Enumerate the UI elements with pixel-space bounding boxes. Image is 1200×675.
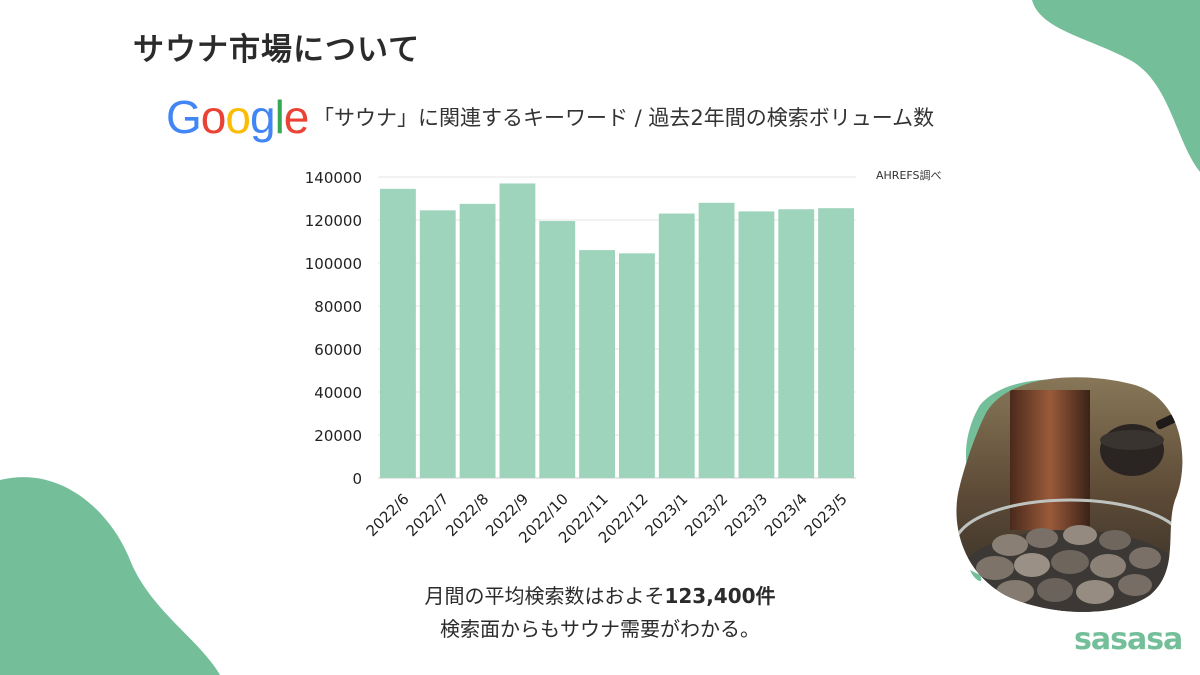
bar-2022-9	[499, 183, 536, 478]
x-tick-label: 2022/7	[402, 490, 452, 540]
summary-line-2: 検索面からもサウナ需要がわかる。	[440, 617, 760, 641]
x-tick-label: 2023/4	[761, 490, 811, 540]
summary-average-label: 月間の平均検索数はおよそ	[424, 584, 665, 608]
decorative-blob-bottom-left	[0, 477, 220, 675]
google-logo-letter: l	[274, 91, 285, 143]
bar-2023-5	[818, 208, 855, 479]
y-tick-label: 100000	[305, 255, 362, 273]
decorative-blob-top-right	[1032, 0, 1200, 172]
bar-2023-3	[738, 211, 775, 478]
x-tick-label: 2022/6	[363, 490, 413, 540]
y-tick-label: 60000	[314, 341, 362, 359]
page-title: サウナ市場について	[133, 32, 421, 68]
bar-2022-7	[419, 210, 456, 478]
y-tick-label: 40000	[314, 384, 362, 402]
bar-2023-4	[778, 209, 815, 478]
bar-2022-12	[618, 253, 655, 478]
y-tick-label: 120000	[305, 212, 362, 230]
y-tick-label: 0	[352, 470, 362, 488]
source-note: AHREFS調べ	[876, 169, 942, 182]
summary-line-1: 月間の平均検索数はおよそ123,400件	[300, 580, 900, 613]
x-tick-label: 2023/3	[721, 490, 771, 540]
sasasa-brand-logo: sasasa	[1074, 622, 1183, 657]
google-logo-letter: G	[166, 91, 202, 143]
x-tick-label: 2023/2	[681, 490, 731, 540]
google-logo-letter: e	[283, 91, 310, 143]
summary-text: 月間の平均検索数はおよそ123,400件 検索面からもサウナ需要がわかる。	[300, 580, 900, 646]
x-tick-label: 2022/8	[442, 490, 492, 540]
search-volume-bar-chart: 020000400006000080000100000120000140000 …	[305, 169, 856, 547]
bar-2022-6	[379, 188, 416, 478]
y-tick-label: 80000	[314, 298, 362, 316]
summary-average-value: 123,400件	[664, 584, 776, 608]
google-logo-letter: o	[200, 91, 227, 143]
bar-2022-11	[579, 250, 616, 478]
google-logo-letter: o	[225, 91, 251, 143]
x-tick-label: 2023/1	[641, 490, 691, 540]
google-logo-letter: g	[249, 91, 276, 143]
bar-2023-1	[658, 213, 695, 479]
bar-2022-8	[459, 203, 496, 478]
bar-2023-2	[698, 202, 735, 479]
bar-2022-10	[539, 221, 576, 478]
chart-subtitle: 「サウナ」に関連するキーワード / 過去2年間の検索ボリューム数	[313, 106, 935, 130]
x-tick-label: 2023/5	[801, 490, 851, 540]
y-tick-label: 140000	[305, 169, 362, 187]
sauna-stones-photo	[956, 377, 1183, 612]
y-tick-label: 20000	[314, 427, 362, 445]
google-logo: Google	[166, 90, 310, 144]
